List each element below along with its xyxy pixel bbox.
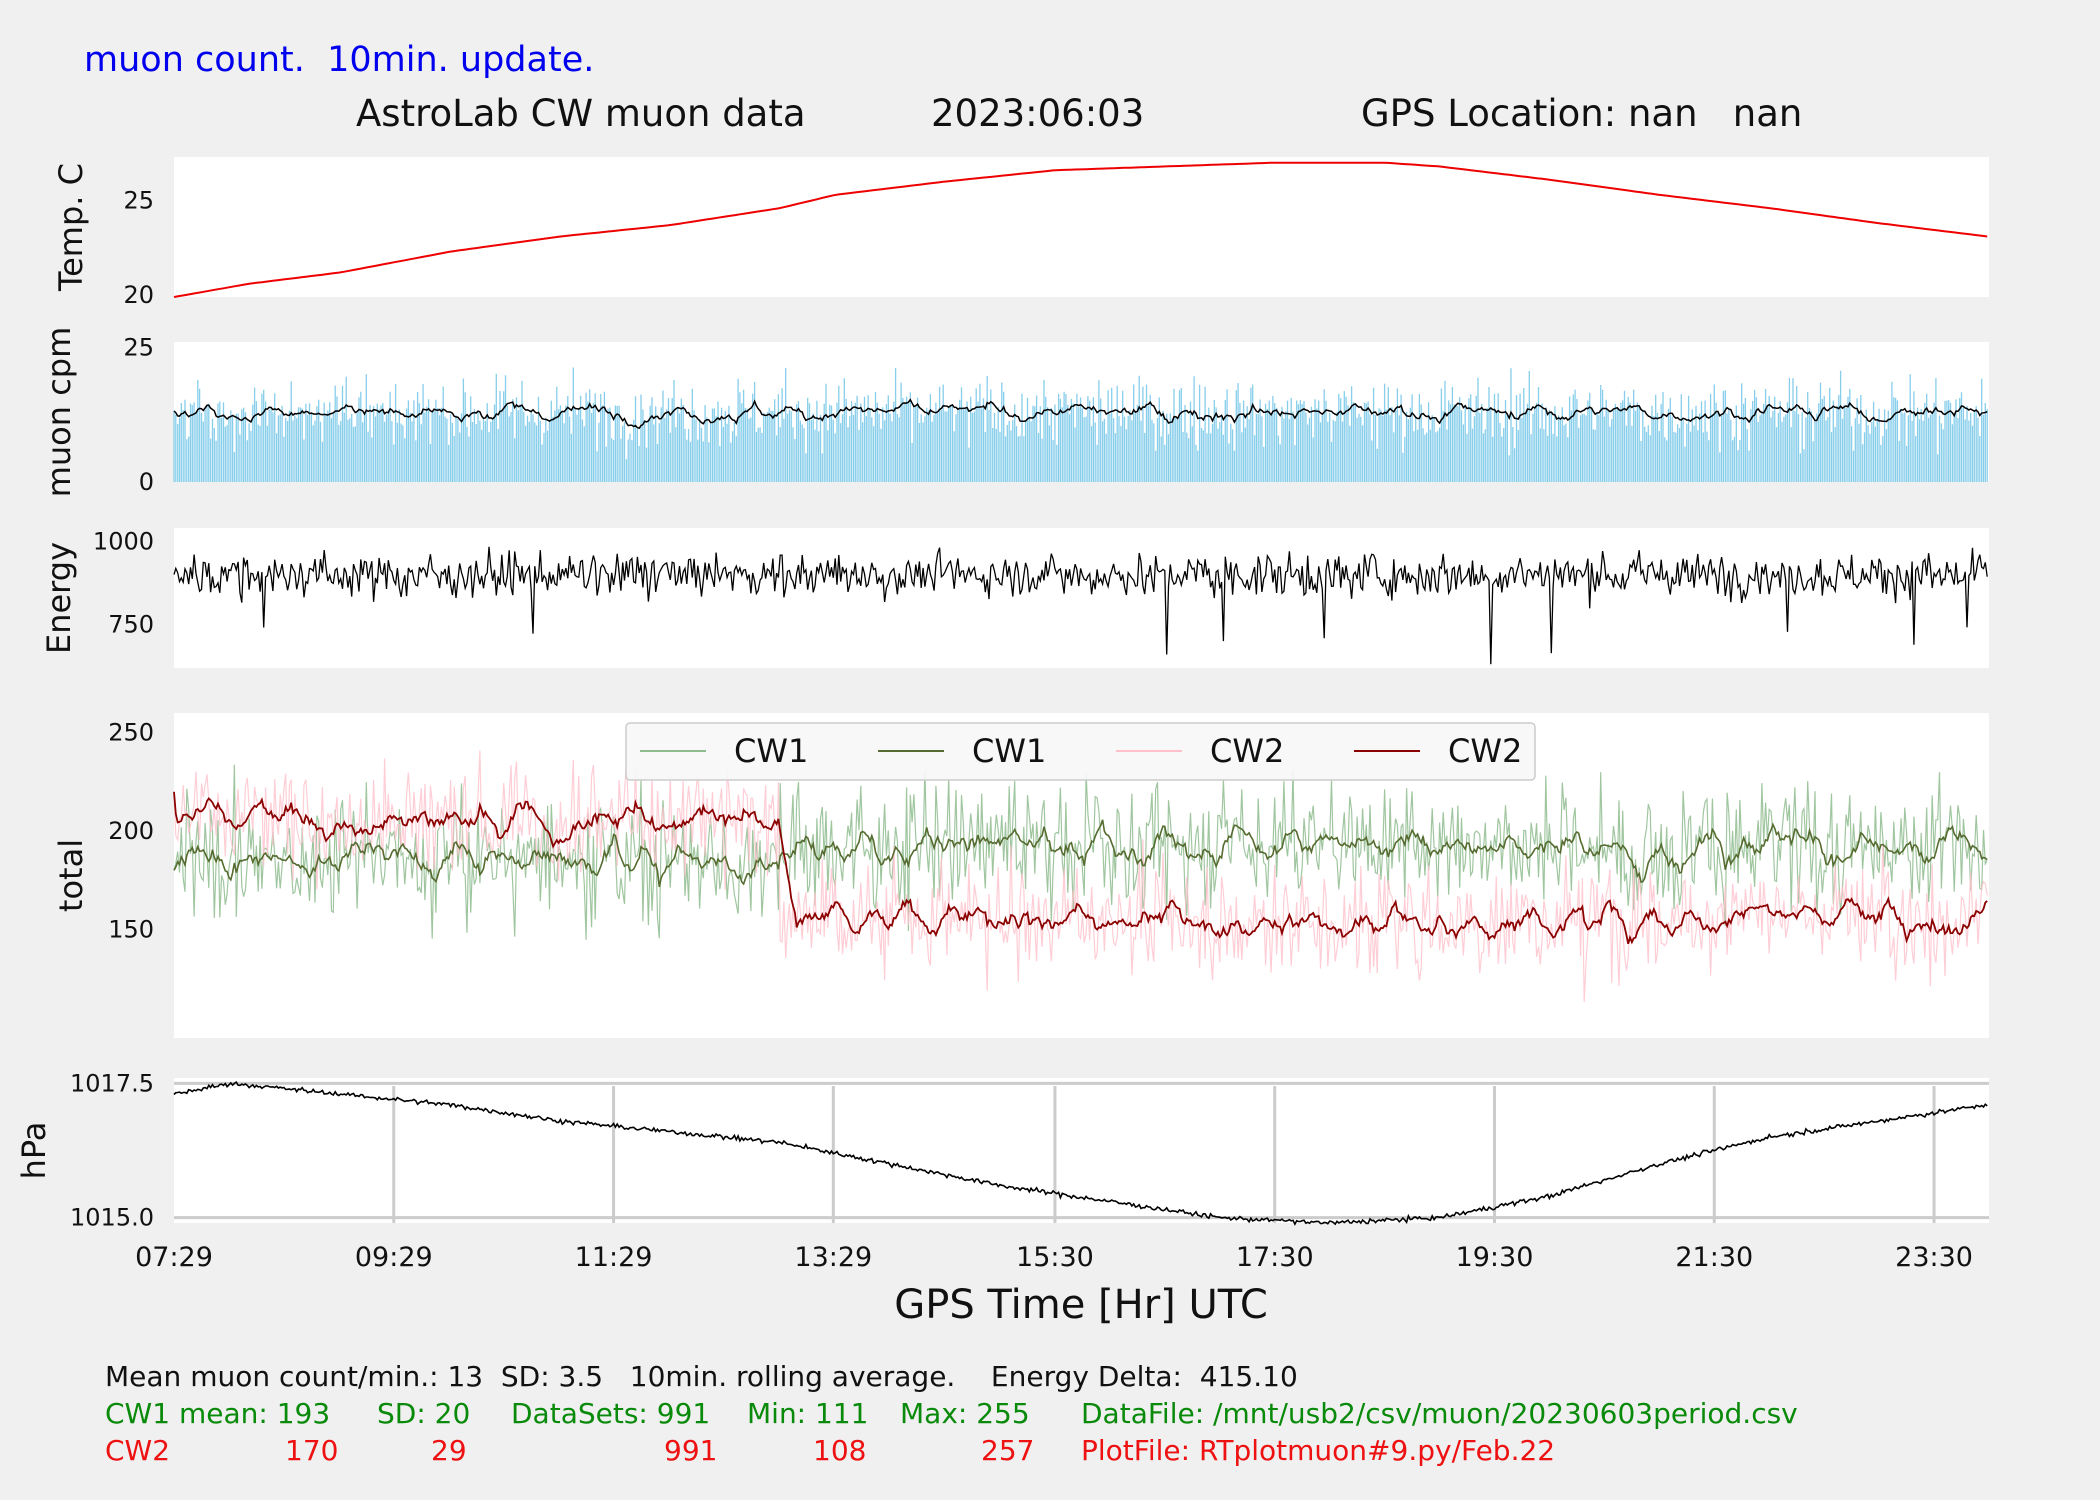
xtick-label: 21:30 (1675, 1242, 1753, 1273)
ytick-total: 250 (108, 719, 154, 747)
ytick-muon: 25 (123, 333, 154, 361)
ytick-energy: 750 (108, 611, 154, 639)
xtick-label: 09:29 (355, 1242, 433, 1273)
ytick-muon: 0 (139, 468, 154, 496)
cw1-sd: SD: 20 (377, 1397, 471, 1430)
cw1-max: Max: 255 (900, 1397, 1030, 1430)
cw2-label: CW2 (105, 1434, 171, 1467)
ytick-total: 150 (108, 916, 154, 944)
xtick-label: 23:30 (1895, 1242, 1973, 1273)
muon-rolling-avg (173, 398, 1988, 430)
ylabel-muon: muon cpm (40, 327, 78, 498)
cw1-mean: CW1 mean: 193 (105, 1397, 331, 1430)
xtick-label: 15:30 (1016, 1242, 1094, 1273)
legend-label: CW1 (972, 732, 1046, 770)
cw1-min: Min: 111 (747, 1397, 869, 1430)
cw1-datasets: DataSets: 991 (511, 1397, 711, 1430)
x-axis-label: GPS Time [Hr] UTC (894, 1282, 1268, 1328)
cw1-avg-line (173, 819, 1988, 888)
cw2-avg-line (173, 791, 1988, 945)
cw2-min: 108 (813, 1434, 867, 1467)
legend: CW1 CW1 CW2 CW2 (625, 722, 1536, 781)
stats-muon-line: Mean muon count/min.: 13 SD: 3.5 10min. … (105, 1360, 1298, 1393)
legend-label: CW1 (734, 732, 808, 770)
ylabel-energy: Energy (40, 542, 78, 654)
temp-line (173, 161, 1988, 298)
legend-box (625, 722, 1536, 781)
ytick-temp: 20 (123, 281, 154, 309)
xtick-label: 13:29 (794, 1242, 872, 1273)
plot-file: PlotFile: RTplotmuon#9.py/Feb.22 (1081, 1434, 1556, 1467)
subtitle: muon count. 10min. update. (84, 40, 595, 80)
xtick-label: 07:29 (135, 1242, 213, 1273)
energy-line (173, 546, 1988, 665)
ytick-pressure: 1017.5 (70, 1069, 154, 1097)
chart-date: 2023:06:03 (931, 92, 1145, 135)
panel-temp (174, 157, 1989, 297)
gps-location: GPS Location: nan nan (1361, 92, 1803, 135)
cw1-raw-line (173, 764, 1988, 940)
data-file: DataFile: /mnt/usb2/csv/muon/20230603per… (1081, 1397, 1798, 1430)
xtick-label: 17:30 (1236, 1242, 1314, 1273)
ytick-energy: 1000 (93, 527, 154, 555)
panel-pressure (174, 1078, 1989, 1223)
cw2-mean: 170 (285, 1434, 339, 1467)
muon-bars (173, 367, 1988, 482)
ylabel-pressure: hPa (15, 1122, 53, 1180)
legend-label: CW2 (1448, 732, 1522, 770)
ytick-temp: 25 (123, 187, 154, 215)
ylabel-total: total (52, 839, 90, 912)
chart-title: AstroLab CW muon data (356, 92, 806, 135)
ytick-pressure: 1015.0 (70, 1204, 154, 1232)
pressure-line (173, 1080, 1988, 1226)
cw2-max: 257 (981, 1434, 1035, 1467)
xtick-label: 11:29 (575, 1242, 653, 1273)
ytick-total: 200 (108, 817, 154, 845)
panel-energy (174, 528, 1989, 668)
cw2-sd: 29 (431, 1434, 467, 1467)
legend-label: CW2 (1210, 732, 1284, 770)
cw2-datasets: 991 (664, 1434, 718, 1467)
ylabel-temp: Temp. C (52, 163, 90, 292)
xtick-label: 19:30 (1456, 1242, 1534, 1273)
cw2-raw-line (173, 750, 1988, 1003)
